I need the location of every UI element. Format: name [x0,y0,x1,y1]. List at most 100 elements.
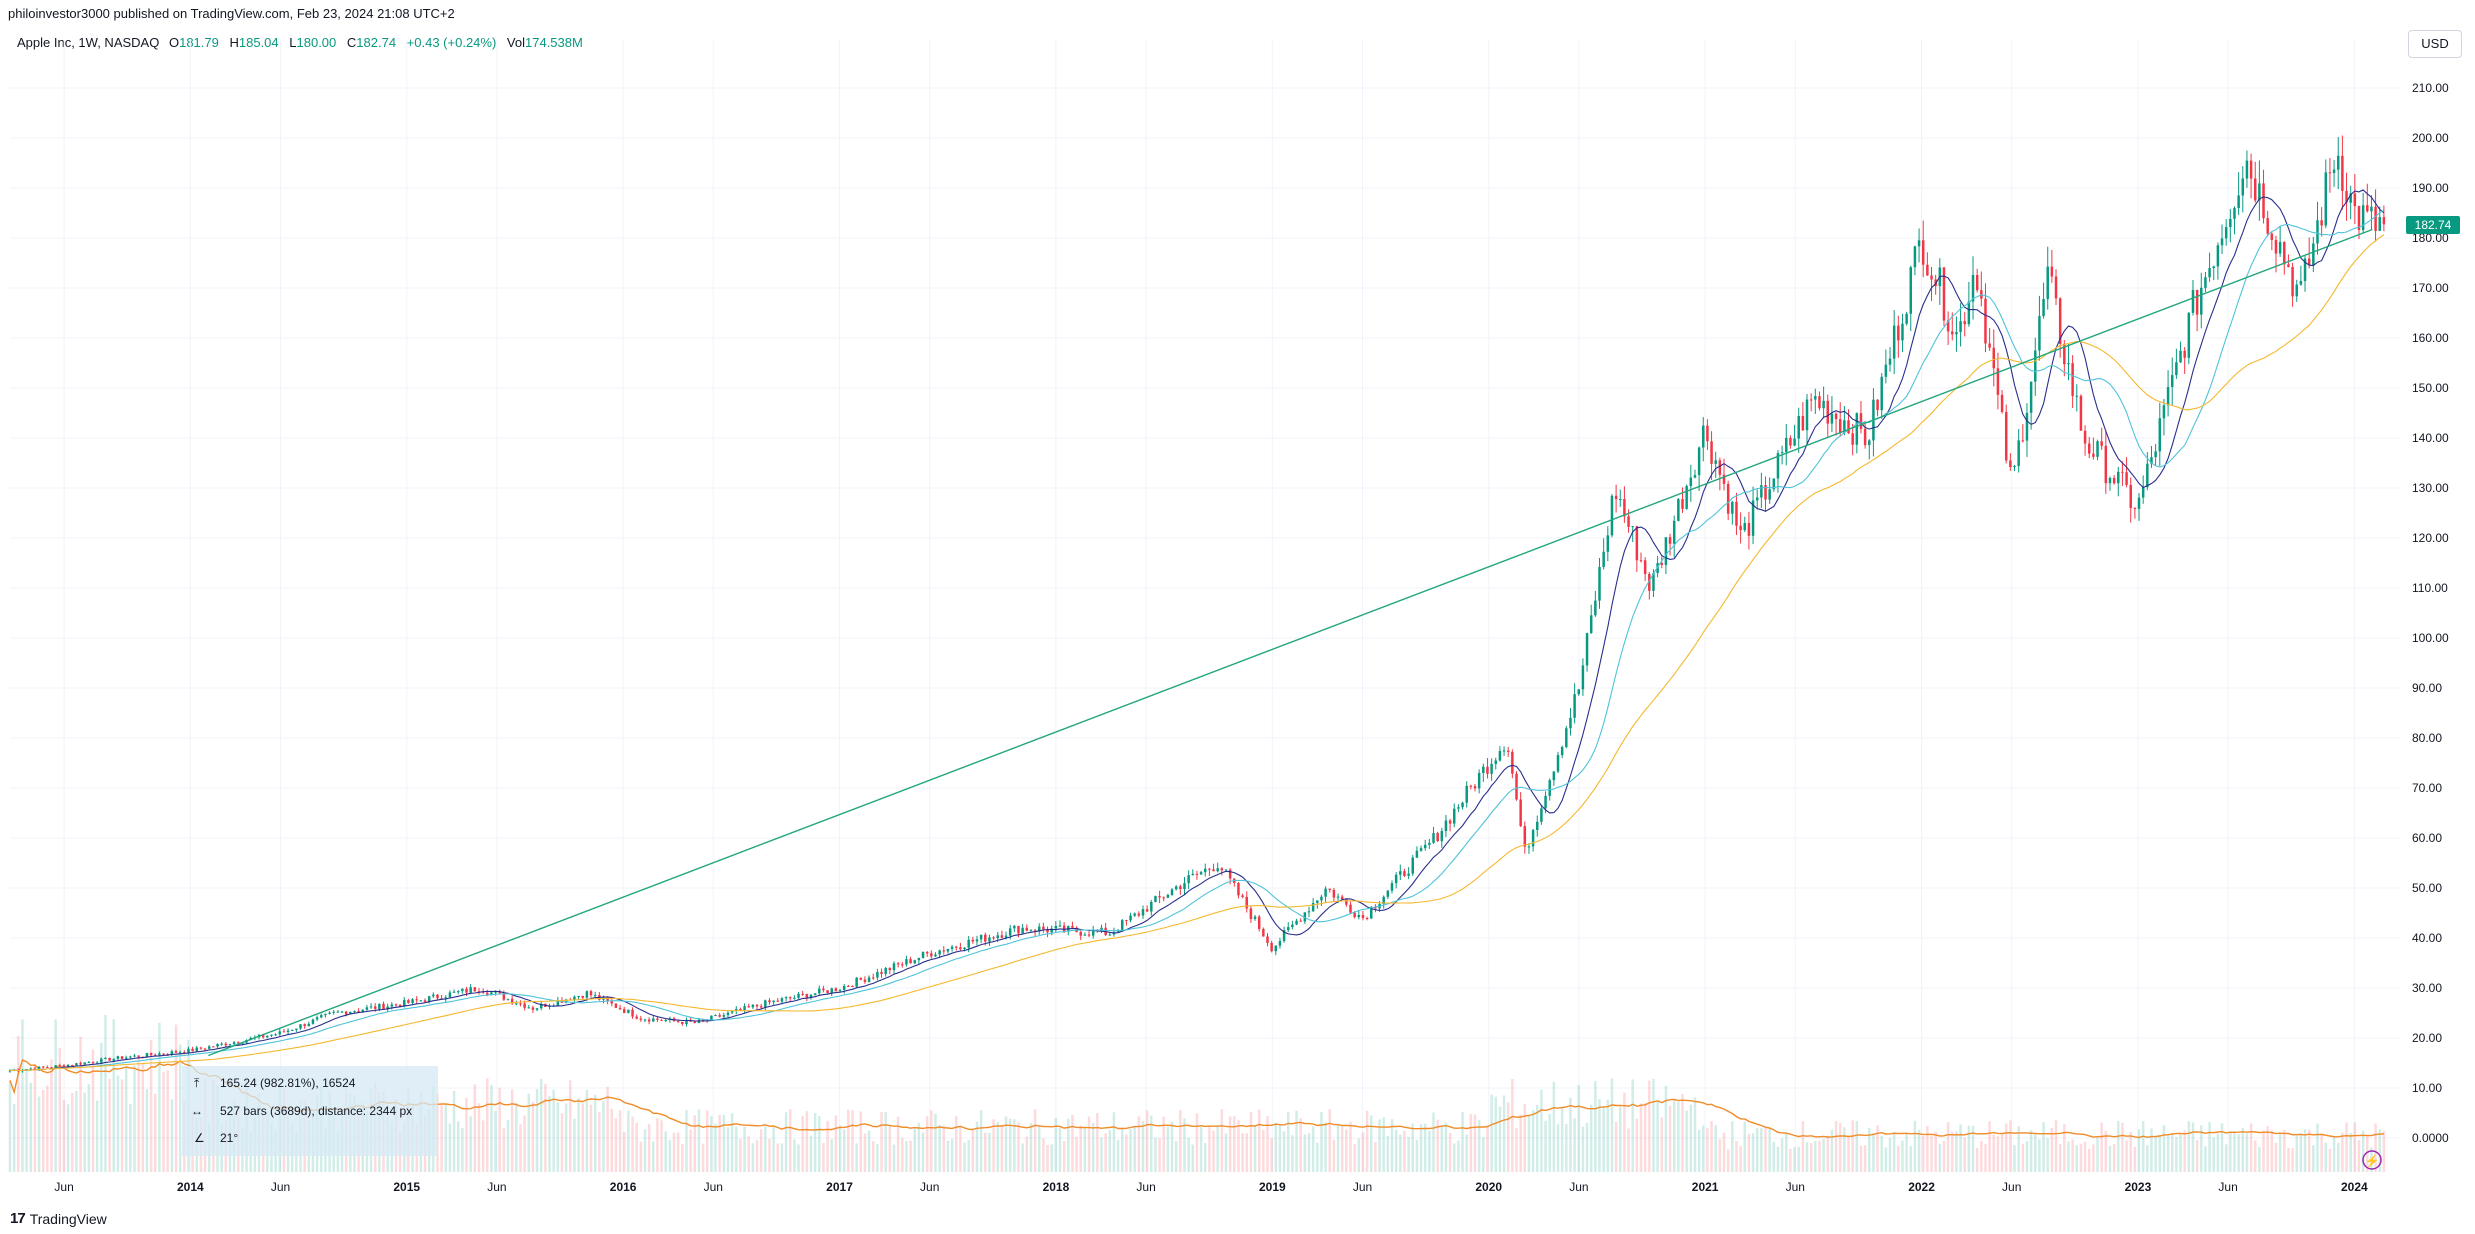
volume-bar [1029,1123,1033,1172]
candle-body [1411,857,1414,874]
volume-bar [91,1049,95,1172]
candle-body [1336,896,1340,898]
candle-body [2291,266,2294,297]
volume-bar [2133,1146,2137,1172]
volume-bar [1461,1112,1464,1172]
time-axis[interactable]: Jun 2014 Jun 2015 Jun 2016 Jun 2017 Jun 2018 Jun 20… [54,1180,2368,1194]
candle-body [2320,220,2323,226]
volume-bar [1598,1099,1601,1172]
candle-body [228,1044,232,1046]
volume-bar [1527,1115,1531,1172]
volume-bar [2316,1123,2319,1172]
candle-body [2312,243,2315,266]
candle-body [1386,890,1390,897]
volume-bar [1992,1134,1996,1172]
volume-bar [1423,1123,1427,1172]
candle-body [1610,495,1614,536]
volume-bar [826,1121,829,1172]
candle-body [2328,172,2332,174]
candlesticks [8,135,2386,1073]
candle-body [1797,416,1800,439]
candle-body [286,1030,290,1033]
volume-bar [901,1137,904,1172]
candle-body [456,991,460,993]
volume-bar [2170,1134,2174,1172]
volume-bar [2191,1122,2195,1172]
volume-bar [2336,1142,2340,1172]
candle-body [2303,258,2307,281]
volume-bar [37,1096,41,1172]
symbol-name[interactable]: Apple Inc, 1W, NASDAQ [17,35,160,50]
candle-body [1457,807,1460,809]
volume-bar [1004,1116,1008,1172]
volume-bar [2370,1147,2373,1172]
volume-bar [523,1115,526,1172]
candle-body [220,1043,223,1045]
candle-body [104,1057,107,1059]
volume-bar [2241,1128,2245,1172]
volume-bar [876,1143,879,1172]
candle-body [344,1011,348,1015]
candle-body [614,1003,618,1008]
volume-bar [46,1085,49,1172]
candle-body [884,968,887,974]
candle-body [1220,868,1224,871]
candle-body [266,1035,269,1038]
candle-body [797,993,800,998]
candle-body [1606,535,1610,552]
candle-body [1639,560,1643,562]
tradingview-brand[interactable]: 17 TradingView [10,1210,107,1227]
volume-bar [1399,1134,1402,1172]
volume-bar [589,1104,593,1172]
volume-bar [1469,1114,1473,1172]
volume-bar [1054,1118,1058,1172]
candle-body [1942,267,1946,321]
volume-bar [622,1131,626,1172]
volume-bar [830,1139,833,1172]
lightning-icon[interactable]: ⚡ [2362,1150,2382,1170]
candle-body [2253,178,2257,201]
volume-bar [701,1143,705,1172]
volume-bar [1901,1140,1904,1172]
candle-body [1108,934,1112,936]
candle-body [1295,920,1298,925]
candle-body [390,1004,394,1007]
volume-bar [934,1113,937,1172]
candle-body [726,1012,730,1016]
x-tick-label: Jun [1136,1180,1155,1194]
candle-body [124,1057,128,1059]
currency-button[interactable]: USD [2408,30,2462,58]
candle-body [332,1011,335,1013]
volume-bar [2299,1132,2303,1172]
volume-bar [1581,1126,1585,1172]
volume-bar [2100,1122,2103,1172]
candle-body [2129,484,2132,508]
candle-body [622,1009,626,1013]
candle-body [2287,264,2290,267]
volume-bar [764,1125,767,1172]
candle-body [2021,440,2025,442]
candle-body [270,1034,273,1036]
volume-bar [1938,1143,1942,1172]
volume-bar [2054,1120,2058,1172]
volume-bar [1025,1136,1029,1172]
volume-bar [2378,1129,2381,1172]
candle-body [1278,941,1282,946]
candle-body [162,1053,165,1055]
candle-body [2274,239,2278,254]
trendline-drawing[interactable] [208,228,2373,1057]
candle-body [1390,883,1394,891]
candle-body [2083,430,2087,444]
volume-bar [685,1110,688,1172]
x-tick-label: 2019 [1259,1180,1286,1194]
volume-bar [1739,1146,1742,1172]
price-axis[interactable]: 0.0000 10.00 20.00 30.00 40.00 50.00 60.00 70.0… [2412,81,2449,1145]
candle-body [282,1031,286,1033]
candle-body [2017,440,2020,467]
candle-body [232,1042,236,1045]
candle-body [353,1011,356,1013]
candle-body [1984,298,1987,344]
volume-bar [1548,1113,1551,1172]
candle-body [1955,332,1958,335]
